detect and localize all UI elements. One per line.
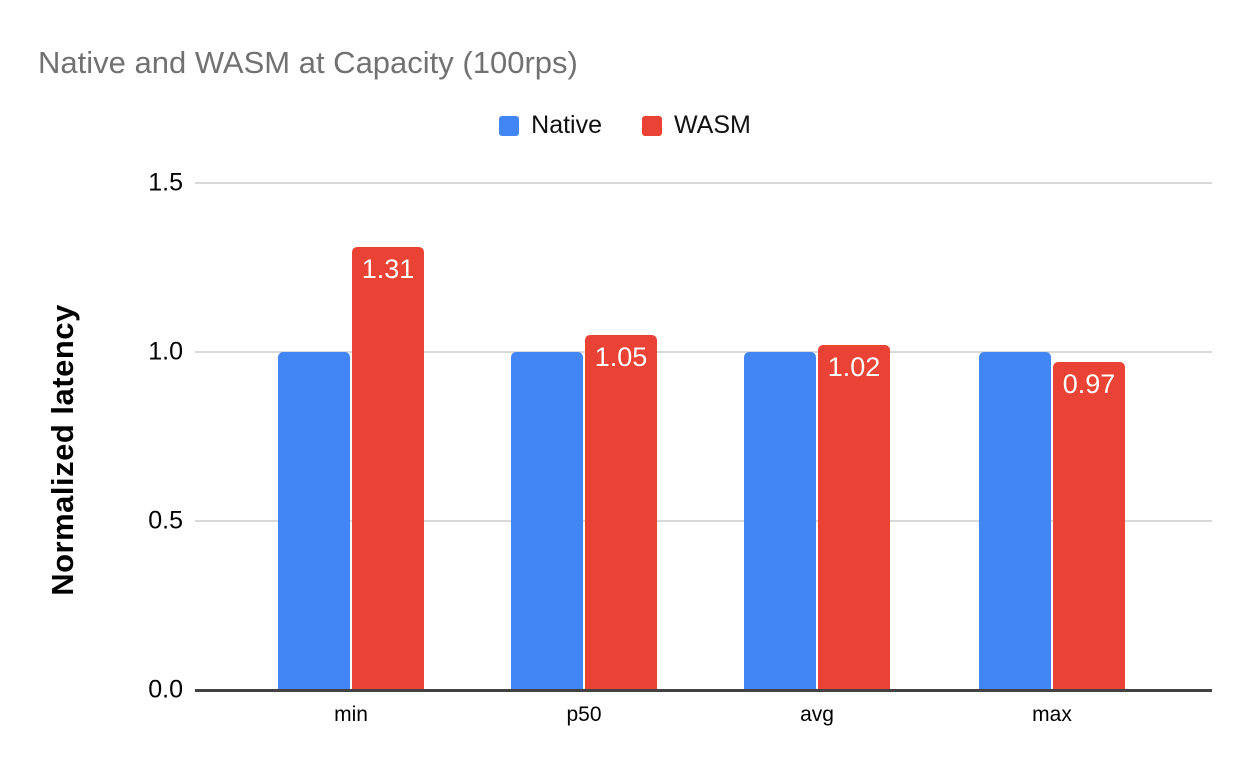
legend-item-wasm: WASM	[642, 113, 751, 138]
bar-native-avg	[744, 352, 816, 690]
y-tick-label-1.5: 1.5	[148, 168, 183, 197]
legend-swatch-native	[499, 115, 520, 136]
x-axis-line	[195, 689, 1212, 692]
legend-item-native: Native	[499, 113, 602, 138]
bar-group-max: 0.97	[979, 352, 1125, 690]
gridline-0.5	[195, 520, 1212, 522]
bar-native-p50	[511, 352, 583, 690]
data-label-wasm-avg: 1.02	[827, 352, 881, 382]
y-tick-label-1.0: 1.0	[148, 337, 183, 366]
gridline-1.0	[195, 351, 1212, 353]
x-tick-label-max: max	[1032, 703, 1072, 726]
data-label-wasm-min: 1.31	[361, 254, 415, 284]
data-label-wasm-p50: 1.05	[594, 342, 648, 372]
bar-wasm-min: 1.31	[352, 247, 424, 690]
bar-native-min	[278, 352, 350, 690]
x-tick-label-avg: avg	[800, 703, 834, 726]
legend-label-native: Native	[531, 111, 603, 139]
data-label-wasm-max: 0.97	[1062, 369, 1116, 399]
bar-group-avg: 1.02	[744, 345, 890, 690]
legend-label-wasm: WASM	[674, 111, 751, 139]
y-tick-label-0.0: 0.0	[148, 675, 183, 704]
y-tick-label-0.5: 0.5	[148, 506, 183, 535]
bar-wasm-max: 0.97	[1053, 362, 1125, 690]
chart-title: Native and WASM at Capacity (100rps)	[38, 45, 578, 80]
legend-swatch-wasm	[642, 115, 663, 136]
bar-wasm-avg: 1.02	[818, 345, 890, 690]
gridline-1.5	[195, 182, 1212, 184]
x-tick-label-min: min	[334, 703, 368, 726]
bar-group-p50: 1.05	[511, 335, 657, 690]
y-axis-title: Normalized latency	[45, 304, 80, 596]
bar-wasm-p50: 1.05	[585, 335, 657, 690]
chart-legend: Native WASM	[0, 113, 1250, 138]
bar-group-min: 1.31	[278, 247, 424, 690]
x-tick-label-p50: p50	[566, 703, 602, 726]
plot-area: 0.0 0.5 1.0 1.5 1.31 min 1.05 p50 1.02 avg 0.97 max	[148, 170, 1212, 725]
bar-native-max	[979, 352, 1051, 690]
